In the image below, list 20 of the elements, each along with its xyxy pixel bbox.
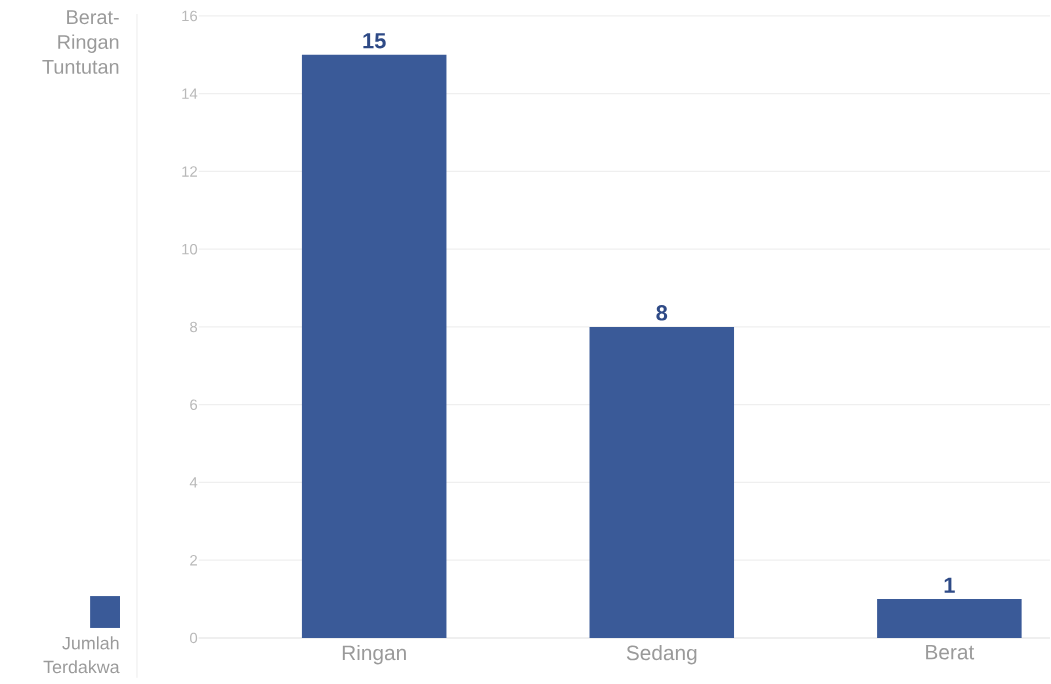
y-tick-label: 14 bbox=[182, 88, 198, 99]
bar bbox=[301, 54, 447, 639]
y-tick-label: 0 bbox=[190, 632, 198, 644]
y-tick-label: 2 bbox=[190, 555, 197, 566]
text: Berat-Ringan Tuntutan bbox=[42, 10, 119, 74]
data-label: 1 bbox=[944, 577, 955, 593]
y-tick-label: 8 bbox=[190, 321, 198, 333]
bar bbox=[877, 599, 1022, 639]
x-tick-label: Berat bbox=[926, 645, 975, 660]
data-label: 8 bbox=[656, 305, 668, 321]
data-label: 15 bbox=[363, 33, 386, 49]
bar bbox=[589, 327, 735, 639]
x-tick-label: Sedang bbox=[626, 645, 697, 665]
y-tick-label: 4 bbox=[189, 477, 198, 488]
y-tick-label: 6 bbox=[190, 399, 198, 411]
legend-label: Jumlah Terdakwa bbox=[43, 636, 120, 674]
x-tick-label: Ringan bbox=[342, 645, 406, 665]
y-tick-label: 12 bbox=[182, 166, 197, 177]
y-tick-label: 10 bbox=[182, 244, 198, 255]
y-tick-label: 16 bbox=[182, 10, 198, 22]
